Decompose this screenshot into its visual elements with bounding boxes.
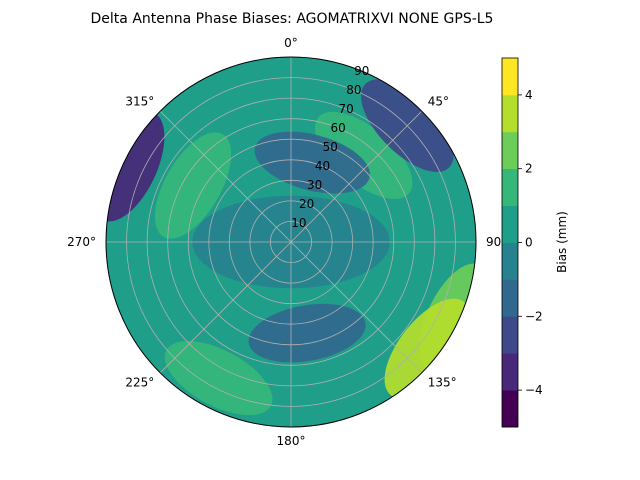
colorbar-tick-label: −4 [525, 383, 543, 397]
colorbar-band [502, 168, 518, 206]
radial-tick-label: 20 [299, 197, 314, 211]
colorbar-band [502, 131, 518, 170]
polar-grid [106, 57, 476, 427]
angular-gridline [159, 241, 292, 374]
radial-tick-label: 80 [346, 83, 361, 97]
colorbar-band [502, 94, 518, 133]
angular-tick-label: 315° [125, 94, 154, 108]
colorbar-tick-label: 4 [525, 88, 533, 102]
colorbar-label: Bias (mm) [555, 211, 569, 273]
radial-tick-label: 70 [338, 102, 353, 116]
polar-plot: 10 20 30 40 50 60 70 80 90 0° 45° 90 135° 180° 225° 27… [67, 36, 501, 448]
colorbar: −4 −2 0 2 4 Bias (mm) [501, 57, 569, 428]
radial-tick-label: 90 [354, 64, 369, 78]
radial-tick-label: 30 [307, 178, 322, 192]
angular-tick-label: 225° [125, 376, 154, 390]
contour-region [384, 298, 470, 398]
contour-region [164, 341, 273, 416]
angular-gridline [290, 241, 423, 374]
angular-gridline [159, 110, 292, 243]
colorbar-band [502, 279, 518, 317]
colorbar-tick-label: 0 [525, 236, 533, 250]
radial-tick-label: 60 [331, 121, 346, 135]
colorbar-tick-label: −2 [525, 309, 543, 323]
radial-tick-label: 10 [291, 216, 306, 230]
angular-tick-label: 180° [277, 434, 306, 448]
angular-tick-labels: 0° 45° 90 135° 180° 225° 270° 315° [67, 36, 501, 448]
colorbar-bands [502, 58, 518, 428]
angular-tick-label: 45° [428, 94, 449, 108]
contour-region [248, 303, 366, 363]
radial-tick-label: 40 [315, 159, 330, 173]
colorbar-band [502, 390, 518, 428]
radial-tick-labels: 10 20 30 40 50 60 70 80 90 [291, 64, 369, 230]
colorbar-band [502, 205, 518, 243]
angular-tick-label: 90 [486, 235, 501, 249]
angular-gridline [290, 110, 423, 243]
radial-tick-label: 50 [323, 140, 338, 154]
angular-tick-label: 135° [428, 376, 457, 390]
colorbar-tick-label: 2 [525, 162, 533, 176]
colorbar-band [502, 353, 518, 391]
colorbar-band [502, 242, 518, 280]
contour-region [154, 132, 232, 239]
colorbar-band [502, 58, 518, 96]
colorbar-ticks: −4 −2 0 2 4 [518, 88, 543, 397]
angular-tick-label: 270° [67, 235, 96, 249]
colorbar-band [502, 316, 518, 354]
angular-tick-label: 0° [284, 36, 298, 50]
chart-title: Delta Antenna Phase Biases: AGOMATRIXVI … [91, 11, 494, 27]
polar-frame [105, 56, 477, 428]
contour-region [314, 111, 413, 200]
